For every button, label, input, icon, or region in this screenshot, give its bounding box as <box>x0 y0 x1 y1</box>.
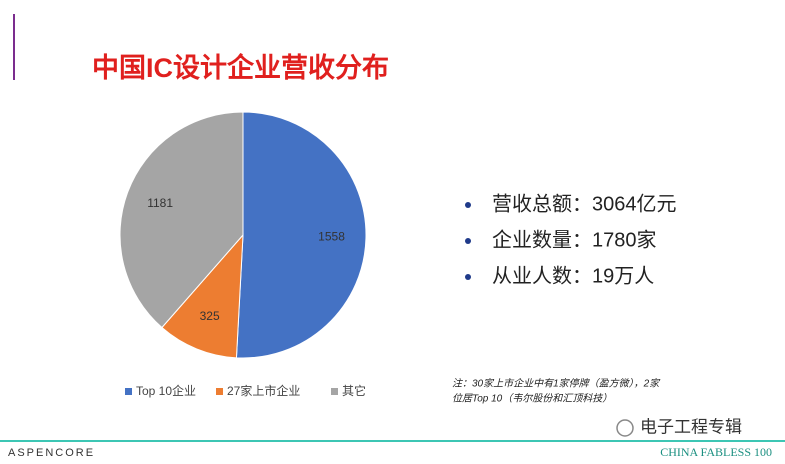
legend-swatch <box>216 388 223 395</box>
bullet-dot <box>465 274 471 280</box>
legend-label: 其它 <box>342 383 366 398</box>
legend-swatch <box>331 388 338 395</box>
bullet: 企业数量：1780家 <box>492 228 657 251</box>
legend: Top 10企业 27家上市企业 其它 <box>125 383 366 398</box>
bullet: 从业人数：19万人 <box>492 264 654 287</box>
legend-swatch <box>125 388 132 395</box>
data-label: 1181 <box>147 196 173 210</box>
pie-slice <box>235 111 367 359</box>
bullet-dot <box>465 202 471 208</box>
pie-slice <box>161 233 244 359</box>
legend-label: 27家上市企业 <box>227 383 300 398</box>
legend-label: Top 10企业 <box>136 383 196 398</box>
watermark-text: 电子工程专辑 <box>640 417 742 436</box>
footer-product: CHINA FABLESS 100 <box>660 445 772 459</box>
bullet-list: 营收总额：3064亿元 企业数量：1780家 从业人数：19万人 <box>465 192 677 287</box>
bullet-dot <box>465 238 471 244</box>
note: 位居Top 10（韦尔股份和汇顶科技） <box>452 393 612 405</box>
note: 注：30家上市企业中有1家停牌（盈方微），2家 <box>452 378 661 390</box>
data-label: 325 <box>200 309 220 323</box>
pie-slice <box>119 111 244 329</box>
footer-brand: ASPENCORE <box>8 447 95 459</box>
pie: 1558 325 1181 <box>119 111 367 359</box>
watermark: 电子工程专辑 <box>616 417 742 437</box>
watermark-icon <box>616 419 634 437</box>
bullet: 营收总额：3064亿元 <box>492 192 677 215</box>
chart-title: 中国IC设计企业营收分布 <box>92 52 389 83</box>
data-label: 1558 <box>318 230 345 244</box>
